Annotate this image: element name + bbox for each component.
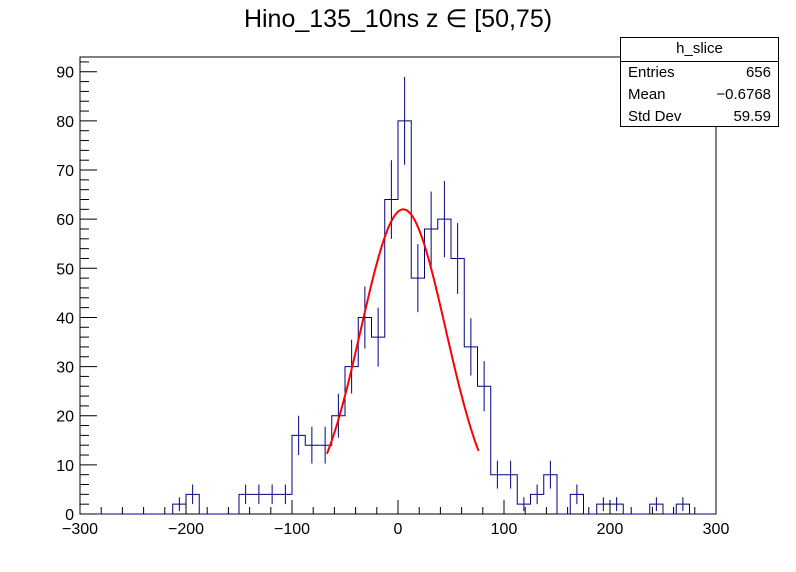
chart-title: Hino_135_10ns z ∈ [50,75) (243, 5, 553, 33)
stats-row-entries: Entries 656 (621, 62, 778, 84)
y-tick-label: 10 (56, 458, 74, 475)
x-tick-label: −300 (62, 521, 98, 538)
gaussian-fit-curve (326, 208, 480, 455)
x-tick-label: 300 (703, 521, 730, 538)
stats-box-title: h_slice (621, 38, 778, 62)
stats-row-mean: Mean −0.6768 (621, 84, 778, 106)
y-tick-label: 90 (56, 65, 74, 82)
y-tick-label: 80 (56, 114, 74, 131)
stats-mean-label: Mean (628, 86, 666, 103)
stats-entries-value: 656 (745, 64, 771, 81)
y-tick-label: 60 (56, 212, 74, 229)
x-tick-label: −100 (274, 521, 310, 538)
y-tick-label: 50 (56, 261, 74, 278)
stats-row-stddev: Std Dev 59.59 (621, 106, 778, 128)
stats-stddev-value: 59.59 (733, 108, 771, 125)
histogram-outline (80, 120, 716, 515)
x-tick-label: 100 (491, 521, 518, 538)
y-tick-label: 20 (56, 409, 74, 426)
y-tick-label: 30 (56, 360, 74, 377)
x-tick-label: −200 (168, 521, 204, 538)
y-tick-label: 0 (65, 507, 74, 524)
stats-stddev-label: Std Dev (628, 108, 682, 125)
y-tick-label: 70 (56, 163, 74, 180)
x-tick-label: 200 (597, 521, 624, 538)
stats-box: h_slice Entries 656 Mean −0.6768 Std Dev… (620, 37, 779, 127)
stats-entries-label: Entries (628, 64, 675, 81)
x-tick-label: 0 (394, 521, 403, 538)
y-tick-label: 40 (56, 310, 74, 327)
stats-mean-value: −0.6768 (716, 86, 771, 103)
